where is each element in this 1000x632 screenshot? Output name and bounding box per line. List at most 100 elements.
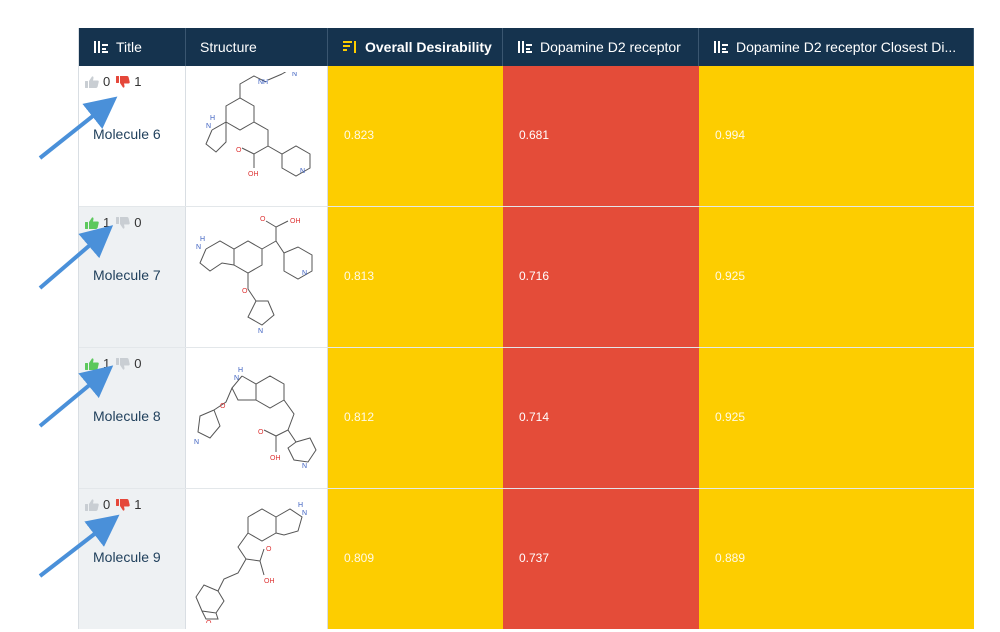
svg-text:N: N — [196, 244, 201, 251]
upvote-count: 1 — [103, 356, 111, 371]
molecule-name[interactable]: Molecule 9 — [93, 549, 161, 565]
sort-icon — [94, 41, 108, 53]
d2-receptor-value: 0.714 — [519, 410, 550, 424]
thumbs-up-icon[interactable] — [85, 217, 99, 229]
svg-text:N: N — [302, 463, 307, 470]
column-header-d2[interactable]: Dopamine D2 receptor — [503, 28, 699, 66]
svg-text:OH: OH — [290, 218, 301, 225]
upvote-count: 1 — [103, 215, 111, 230]
overall-desirability-cell: 0.809 — [328, 489, 503, 629]
column-label-title: Title — [116, 39, 142, 55]
svg-text:N: N — [292, 72, 297, 78]
sort-icon — [714, 41, 728, 53]
column-label-d2: Dopamine D2 receptor — [540, 39, 681, 55]
title-cell: 0 1 Molecule 6 — [79, 66, 186, 206]
title-cell: 1 0 Molecule 7 — [79, 207, 186, 347]
svg-text:O: O — [242, 288, 248, 295]
d2-receptor-value: 0.681 — [519, 128, 550, 142]
svg-text:OH: OH — [248, 171, 259, 178]
table-row[interactable]: 1 0 Molecule 7 H N OH O N O N — [79, 207, 974, 348]
closest-distance-value: 0.994 — [715, 128, 746, 142]
table-row[interactable]: 0 1 Molecule 6 H N NH N N O OH — [79, 66, 974, 207]
molecule-name[interactable]: Molecule 7 — [93, 267, 161, 283]
downvote-count: 0 — [134, 356, 142, 371]
d2-receptor-value: 0.737 — [519, 551, 550, 565]
upvote-count: 0 — [103, 497, 111, 512]
svg-text:H: H — [200, 236, 205, 243]
svg-text:N: N — [302, 510, 307, 517]
svg-text:OH: OH — [264, 578, 275, 585]
thumbs-down-icon[interactable] — [116, 217, 130, 229]
overall-desirability-value: 0.809 — [344, 551, 375, 565]
overall-desirability-value: 0.823 — [344, 128, 375, 142]
vote-controls: 1 0 — [85, 215, 147, 230]
overall-desirability-value: 0.813 — [344, 269, 375, 283]
table-row[interactable]: 0 1 Molecule 9 H N O OH O 0.809 — [79, 489, 974, 629]
svg-text:OH: OH — [270, 455, 281, 462]
thumbs-up-icon[interactable] — [85, 499, 99, 511]
column-label-closest: Dopamine D2 receptor Closest Di... — [736, 39, 957, 55]
title-cell: 0 1 Molecule 9 — [79, 489, 186, 629]
title-cell: 1 0 Molecule 8 — [79, 348, 186, 488]
molecule-structure-image: H N OH O N O N — [196, 216, 313, 335]
molecule-name[interactable]: Molecule 8 — [93, 408, 161, 424]
d2-receptor-cell: 0.737 — [503, 489, 699, 629]
closest-distance-value: 0.925 — [715, 269, 746, 283]
downvote-count: 1 — [134, 74, 142, 89]
column-header-overall-desirability[interactable]: Overall Desirability — [328, 28, 503, 66]
upvote-count: 0 — [103, 74, 111, 89]
svg-text:O: O — [220, 403, 226, 410]
svg-text:N: N — [300, 168, 305, 175]
overall-desirability-cell: 0.823 — [328, 66, 503, 206]
closest-distance-cell: 0.925 — [699, 207, 974, 347]
column-header-structure[interactable]: Structure — [186, 28, 328, 66]
molecule-table: Title Structure Overall Desirability Dop… — [78, 28, 974, 629]
svg-text:O: O — [266, 546, 272, 553]
svg-text:N: N — [258, 328, 263, 335]
structure-cell: H N O N O OH N — [186, 348, 328, 488]
svg-text:O: O — [206, 620, 212, 623]
svg-text:N: N — [302, 270, 307, 277]
d2-receptor-value: 0.716 — [519, 269, 550, 283]
svg-text:H: H — [210, 115, 215, 122]
closest-distance-cell: 0.925 — [699, 348, 974, 488]
svg-text:H: H — [298, 502, 303, 509]
d2-receptor-cell: 0.716 — [503, 207, 699, 347]
closest-distance-cell: 0.994 — [699, 66, 974, 206]
svg-text:N: N — [206, 123, 211, 130]
molecule-structure-image: H N NH N N O OH — [205, 72, 311, 178]
column-header-closest[interactable]: Dopamine D2 receptor Closest Di... — [699, 28, 974, 66]
closest-distance-value: 0.925 — [715, 410, 746, 424]
structure-cell: H N O OH O — [186, 489, 328, 629]
vote-controls: 0 1 — [85, 74, 147, 89]
overall-desirability-cell: 0.813 — [328, 207, 503, 347]
d2-receptor-cell: 0.714 — [503, 348, 699, 488]
thumbs-up-icon[interactable] — [85, 358, 99, 370]
closest-distance-value: 0.889 — [715, 551, 746, 565]
svg-text:H: H — [238, 367, 243, 374]
overall-desirability-value: 0.812 — [344, 410, 375, 424]
table-row[interactable]: 1 0 Molecule 8 H N O N O OH N — [79, 348, 974, 489]
svg-text:O: O — [260, 216, 266, 223]
molecule-name[interactable]: Molecule 6 — [93, 126, 161, 142]
svg-text:N: N — [194, 439, 199, 446]
closest-distance-cell: 0.889 — [699, 489, 974, 629]
thumbs-down-icon[interactable] — [116, 358, 130, 370]
svg-text:NH: NH — [258, 79, 268, 86]
column-header-title[interactable]: Title — [79, 28, 186, 66]
molecule-structure-image: H N O N O OH N — [194, 367, 317, 470]
thumbs-down-icon[interactable] — [116, 76, 130, 88]
d2-receptor-cell: 0.681 — [503, 66, 699, 206]
table-header: Title Structure Overall Desirability Dop… — [79, 28, 974, 66]
structure-cell: H N OH O N O N — [186, 207, 328, 347]
molecule-structure-image: H N O OH O — [195, 502, 307, 623]
thumbs-down-icon[interactable] — [116, 499, 130, 511]
svg-text:N: N — [234, 375, 239, 382]
downvote-count: 1 — [134, 497, 142, 512]
vote-controls: 0 1 — [85, 497, 147, 512]
svg-text:O: O — [236, 147, 242, 154]
thumbs-up-icon[interactable] — [85, 76, 99, 88]
column-label-overall: Overall Desirability — [365, 39, 492, 55]
sort-desc-icon — [343, 41, 356, 53]
svg-text:O: O — [258, 429, 264, 436]
